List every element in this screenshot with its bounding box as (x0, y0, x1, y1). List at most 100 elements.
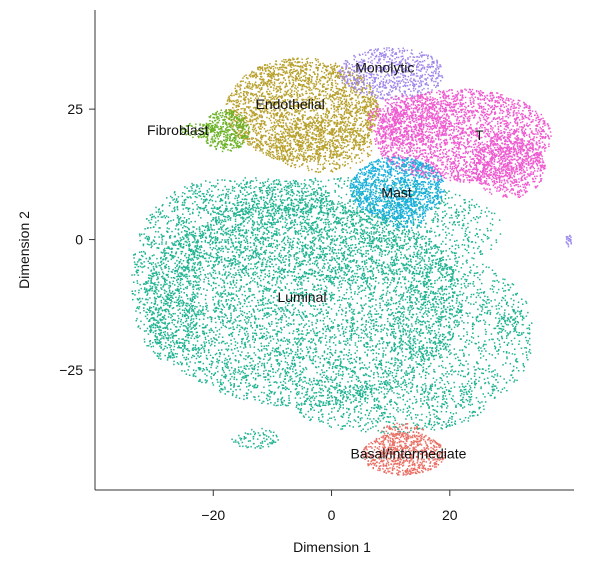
data-point (441, 316, 444, 318)
data-point (173, 277, 176, 279)
data-point (437, 270, 439, 272)
data-point (387, 344, 389, 347)
data-point (239, 244, 242, 247)
data-point (356, 229, 359, 231)
data-point (437, 331, 440, 334)
data-point (435, 350, 438, 352)
data-point (361, 332, 363, 334)
data-point (353, 309, 355, 311)
data-point (216, 237, 219, 239)
data-point (223, 376, 225, 378)
data-point (257, 299, 259, 302)
data-point (300, 337, 303, 340)
data-point (425, 235, 427, 238)
data-point (230, 362, 232, 364)
data-point (207, 335, 209, 337)
data-point (338, 290, 340, 292)
data-point (308, 325, 310, 328)
data-point (268, 315, 270, 317)
data-point (371, 305, 374, 307)
data-point (420, 259, 423, 262)
data-point (300, 348, 302, 350)
data-point (299, 211, 302, 213)
data-point (207, 265, 209, 267)
data-point (411, 273, 413, 275)
data-point (423, 251, 426, 254)
data-point (233, 386, 235, 388)
data-point (381, 298, 383, 300)
data-point (357, 264, 359, 267)
data-point (392, 312, 394, 314)
data-point (393, 317, 396, 319)
data-point (345, 229, 347, 231)
data-point (304, 380, 306, 383)
data-point (250, 281, 252, 283)
data-point (263, 370, 265, 372)
data-point (224, 289, 227, 291)
data-point (324, 292, 327, 294)
data-point (308, 294, 311, 296)
data-point (200, 273, 202, 276)
data-point (327, 306, 330, 308)
data-point (384, 354, 387, 356)
data-point (390, 334, 392, 336)
data-point (271, 246, 274, 248)
data-point (279, 256, 282, 259)
data-point (425, 267, 427, 269)
data-point (176, 342, 178, 345)
data-point (298, 380, 301, 382)
data-point (404, 380, 406, 382)
data-point (382, 372, 384, 375)
data-point (251, 215, 254, 218)
data-point (247, 335, 249, 337)
data-point (230, 231, 233, 234)
data-point (386, 382, 388, 384)
data-point (369, 346, 371, 348)
data-point (297, 381, 300, 383)
data-point (297, 348, 299, 351)
data-point (412, 231, 414, 234)
data-point (278, 308, 280, 311)
data-point (397, 359, 400, 361)
data-point (264, 314, 267, 316)
data-point (396, 358, 398, 360)
data-point (390, 333, 392, 335)
data-point (308, 302, 310, 304)
data-point (240, 241, 242, 244)
data-point (293, 258, 296, 260)
data-point (301, 330, 303, 332)
data-point (391, 243, 394, 246)
data-point (341, 389, 343, 392)
data-point (420, 267, 423, 269)
data-point (417, 308, 419, 310)
data-point (327, 327, 329, 329)
data-point (244, 327, 247, 329)
data-point (199, 380, 201, 382)
data-point (218, 318, 220, 320)
data-point (206, 324, 208, 326)
data-point (323, 317, 326, 319)
data-point (275, 342, 278, 344)
data-point (443, 326, 445, 328)
data-point (380, 361, 382, 363)
data-point (333, 293, 336, 296)
data-point (422, 283, 425, 285)
data-point (301, 275, 304, 278)
data-point (315, 295, 318, 297)
data-point (344, 265, 347, 267)
data-point (381, 268, 384, 270)
data-point (179, 245, 182, 248)
data-point (351, 376, 353, 378)
data-point (364, 380, 366, 383)
data-point (287, 325, 290, 327)
data-point (416, 272, 419, 275)
data-point (445, 285, 447, 288)
data-point (198, 275, 200, 277)
data-point (272, 242, 275, 245)
data-point (299, 384, 301, 387)
data-point (299, 293, 302, 296)
data-point (381, 294, 383, 296)
data-point (442, 338, 445, 341)
data-point (279, 260, 281, 262)
data-point (233, 383, 235, 385)
